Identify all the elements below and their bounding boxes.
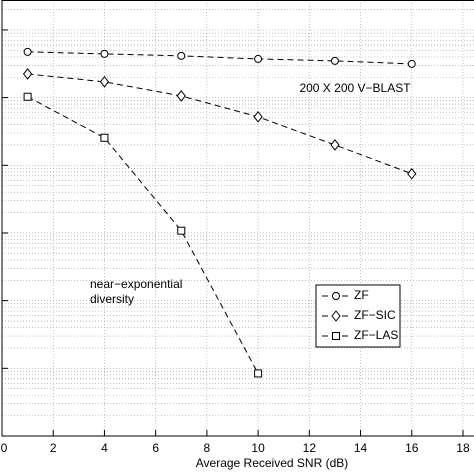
x-tick-label: 16 xyxy=(405,441,419,455)
marker xyxy=(100,133,109,142)
marker xyxy=(254,54,263,63)
marker xyxy=(100,49,109,58)
marker xyxy=(330,139,340,151)
plot-frame xyxy=(1,0,474,437)
marker xyxy=(22,68,33,80)
marker xyxy=(177,226,186,235)
x-tick-label: 2 xyxy=(50,441,57,455)
legend-label: ZF−LAS xyxy=(354,328,398,342)
marker xyxy=(253,111,263,123)
x-tick-label: 14 xyxy=(354,441,368,455)
marker xyxy=(254,369,263,378)
legend-box xyxy=(315,284,401,348)
annotation: near−exponential xyxy=(90,277,182,291)
x-axis-label: Average Received SNR (dB) xyxy=(196,456,349,470)
series-line xyxy=(27,96,259,374)
marker xyxy=(331,310,341,322)
x-tick-label: 10 xyxy=(251,441,265,455)
annotation: 200 X 200 V−BLAST xyxy=(299,81,411,95)
marker xyxy=(332,292,340,300)
marker xyxy=(23,47,32,56)
x-tick-label: 0 xyxy=(1,441,8,455)
marker xyxy=(176,90,186,102)
x-tick-label: 12 xyxy=(303,441,317,455)
x-tick-label: 18 xyxy=(456,441,470,455)
series-line xyxy=(27,73,412,175)
marker xyxy=(23,92,32,101)
x-tick-label: 8 xyxy=(204,441,211,455)
x-tick-label: 4 xyxy=(101,441,108,455)
marker xyxy=(177,51,186,60)
annotation: diversity xyxy=(90,292,134,306)
marker xyxy=(407,59,416,68)
x-tick-label: 6 xyxy=(152,441,159,455)
series-line xyxy=(27,51,412,65)
marker xyxy=(332,332,340,340)
grid xyxy=(1,0,474,437)
marker xyxy=(99,76,110,88)
marker xyxy=(330,56,339,65)
legend-label: ZF xyxy=(354,288,369,302)
legend-label: ZF−SIC xyxy=(354,308,396,322)
marker xyxy=(407,167,417,180)
